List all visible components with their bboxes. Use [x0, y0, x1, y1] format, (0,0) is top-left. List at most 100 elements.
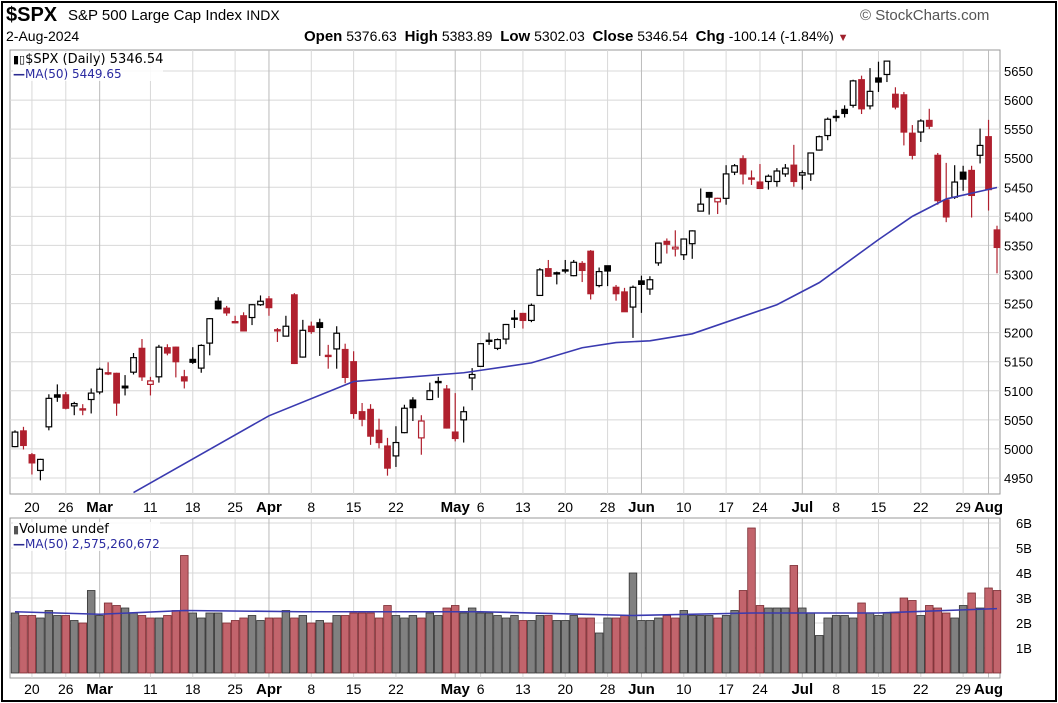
price-tick-label: 5150 [1004, 355, 1033, 370]
volume-bar [36, 617, 45, 674]
volume-bar [307, 622, 316, 674]
candle [536, 268, 544, 297]
candle-body [384, 445, 391, 469]
candle-body [223, 307, 231, 314]
candle [739, 155, 747, 185]
candle-body [866, 90, 874, 107]
candle-body [527, 304, 535, 322]
candle [680, 238, 688, 260]
candle [333, 326, 341, 369]
volume-bar [493, 615, 502, 674]
candle [375, 418, 383, 449]
volume-bar [86, 590, 96, 674]
volume-bar [129, 612, 138, 674]
date-tick-label: 17 [718, 681, 734, 697]
candle [570, 259, 578, 277]
candle [748, 170, 755, 185]
price-tick-label: 5650 [1004, 64, 1033, 79]
date-tick-label: 17 [718, 499, 734, 515]
date-tick-label: 25 [227, 681, 243, 697]
candle [756, 164, 764, 190]
candle [426, 382, 434, 401]
volume-bar [484, 612, 494, 674]
candle [451, 393, 459, 442]
candle [189, 347, 197, 365]
date-tick-label: 20 [557, 499, 573, 515]
ohlc-summary: Open 5376.63 High 5383.89 Low 5302.03 Cl… [304, 28, 849, 45]
volume-bar [70, 620, 79, 674]
candle-body [485, 339, 493, 343]
volume-bar [975, 607, 985, 674]
candle-body [290, 294, 298, 365]
date-tick-label: 15 [871, 499, 887, 515]
volume-bar [357, 612, 367, 674]
candle-body [781, 167, 789, 175]
candle-body [147, 380, 154, 385]
volume-bar [205, 612, 214, 674]
candle [697, 188, 705, 212]
candle [807, 152, 815, 181]
candle [917, 119, 925, 142]
candle [968, 165, 976, 218]
candle-body [409, 399, 417, 409]
candle-body [502, 323, 510, 340]
symbol-name: S&P 500 Large Cap Index INDX [68, 7, 280, 24]
candle-body [536, 269, 544, 297]
date-tick-label: 6 [477, 499, 485, 515]
volume-bar [958, 605, 968, 674]
candle [45, 394, 53, 431]
price-tick-label: 5350 [1004, 238, 1033, 253]
candle-body [341, 348, 349, 379]
date-tick-label: 11 [143, 499, 158, 515]
close-value: 5346.54 [637, 28, 688, 44]
candle [604, 265, 611, 287]
candle [714, 197, 722, 215]
date-tick-label: Aug [974, 499, 1003, 516]
volume-bar [764, 607, 773, 674]
candle [621, 287, 628, 313]
high-label: High [404, 28, 438, 45]
candle-body [214, 300, 222, 310]
candle-body [951, 181, 959, 198]
date-tick-label: 25 [227, 499, 243, 515]
volume-bar [984, 587, 993, 674]
price-ma50-line [133, 186, 998, 494]
candle-body [468, 373, 476, 379]
date-tick-label: 28 [600, 681, 616, 697]
candle-body [172, 346, 180, 363]
candle [231, 315, 239, 324]
volume-bar [662, 615, 672, 674]
low-label: Low [500, 28, 531, 45]
volume-bar [459, 612, 468, 674]
candle [781, 164, 789, 177]
volume-bar [552, 620, 561, 674]
date-tick-label: 24 [752, 681, 768, 697]
candle [36, 458, 44, 481]
candle-body [358, 411, 366, 420]
candle-body [511, 317, 518, 320]
candle-body [45, 397, 53, 428]
volume-bar [925, 605, 934, 674]
date-tick-label: May [441, 681, 471, 698]
volume-bar [53, 615, 62, 674]
volume-bar [577, 617, 587, 674]
price-tick-label: 5450 [1004, 180, 1033, 195]
candle-body [646, 279, 654, 290]
volume-bar [10, 612, 20, 674]
volume-bar [324, 622, 333, 674]
volume-bar [942, 612, 951, 674]
volume-bar [400, 617, 409, 674]
candle-body [688, 230, 696, 245]
volume-bar [374, 617, 384, 674]
candle-body [993, 229, 1001, 249]
candle-body [113, 372, 120, 404]
candle-body [841, 108, 849, 115]
candle [815, 135, 823, 151]
date-tick-label: 28 [600, 499, 616, 515]
candle-body [934, 154, 942, 202]
candle-body [765, 175, 772, 183]
volume-bar [831, 615, 841, 674]
price-tick-label: 5250 [1004, 297, 1033, 312]
candle [180, 369, 188, 389]
volume-bar [865, 612, 875, 674]
